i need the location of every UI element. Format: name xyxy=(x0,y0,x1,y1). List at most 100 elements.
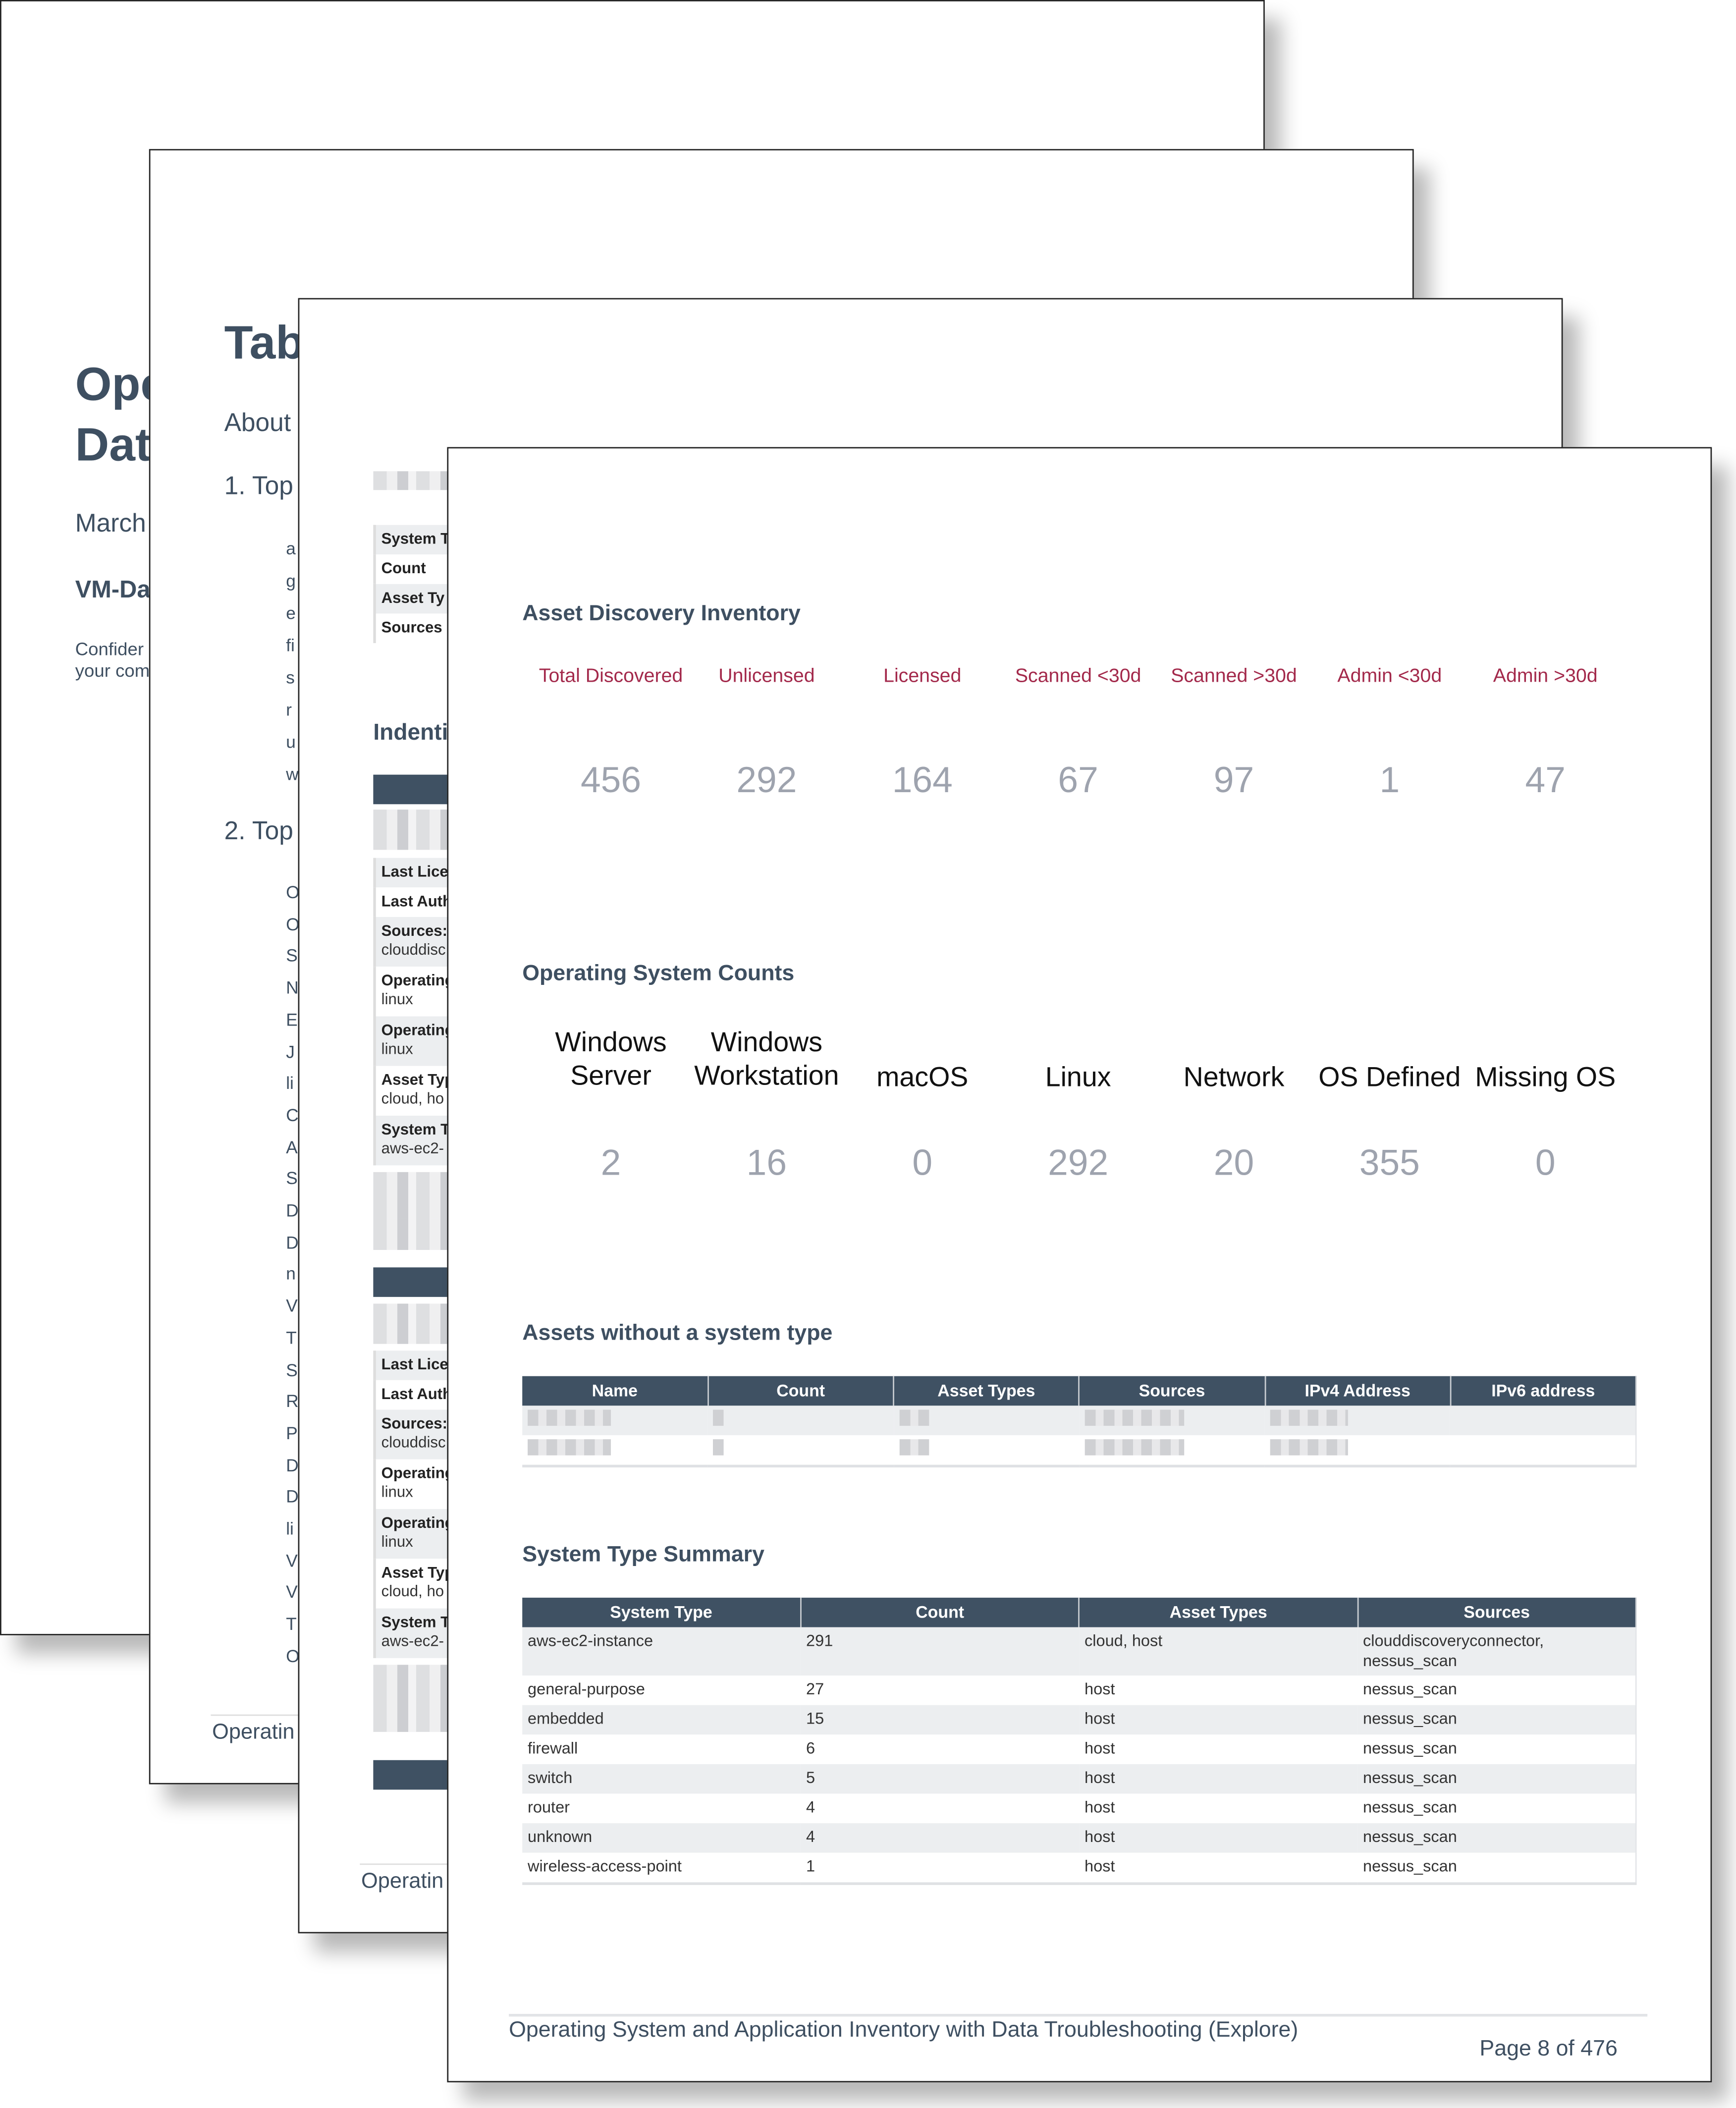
table-cell: general-purpose xyxy=(522,1676,801,1705)
toc-entry[interactable]: w xyxy=(286,763,299,784)
toc-entry[interactable]: C xyxy=(286,1105,299,1125)
os-label: Linux xyxy=(1045,1062,1111,1093)
os-label: macOS xyxy=(876,1062,969,1093)
table-cell: host xyxy=(1079,1823,1358,1853)
toc-entry[interactable]: S xyxy=(286,945,298,966)
toc-entry[interactable]: D xyxy=(286,1455,299,1475)
toc-entry[interactable]: n xyxy=(286,1264,296,1284)
field-key: Asset Typ xyxy=(381,1073,454,1089)
toc-entry[interactable]: li xyxy=(286,1518,294,1539)
toc-entry[interactable]: S xyxy=(286,1359,298,1380)
toc-entry[interactable]: fi xyxy=(286,635,295,655)
field-key: Sources: xyxy=(381,923,448,940)
table-cell: host xyxy=(1079,1852,1358,1884)
toc-entry[interactable]: O xyxy=(286,882,300,903)
toc-entry[interactable]: S xyxy=(286,1168,298,1189)
toc-entry[interactable]: N xyxy=(286,977,299,998)
toc-entry[interactable]: g xyxy=(286,570,296,591)
column-header[interactable]: Count xyxy=(801,1597,1080,1627)
column-header[interactable]: Asset Types xyxy=(893,1376,1080,1406)
toc-about[interactable]: About xyxy=(224,409,291,438)
field-key: Last Lice xyxy=(381,1357,448,1374)
table-cell: host xyxy=(1079,1793,1358,1824)
column-header[interactable]: Name xyxy=(522,1376,709,1406)
tile-label: Admin >30d xyxy=(1493,666,1598,688)
table-cell: nessus_scan xyxy=(1357,1823,1636,1853)
column-header[interactable]: IPv4 Address xyxy=(1264,1376,1451,1406)
toc-entry[interactable]: V xyxy=(286,1296,298,1316)
column-header[interactable]: Sources xyxy=(1357,1597,1637,1627)
table-cell: 27 xyxy=(801,1676,1080,1705)
table-cell: host xyxy=(1079,1705,1358,1735)
toc-entry[interactable]: O xyxy=(286,1645,300,1666)
footer-page-number: Page 8 of 476 xyxy=(1479,2037,1618,2061)
toc-entry[interactable]: J xyxy=(286,1041,295,1062)
toc-entry[interactable]: V xyxy=(286,1582,298,1603)
redacted-block xyxy=(899,1409,928,1426)
toc-entry[interactable]: s xyxy=(286,667,295,688)
toc-entry[interactable]: D xyxy=(286,1232,299,1252)
table-cell: host xyxy=(1079,1676,1358,1705)
column-header[interactable]: System Type xyxy=(522,1597,802,1627)
field-value: cloud, ho xyxy=(381,1091,444,1108)
toc-entry[interactable]: e xyxy=(286,602,296,623)
toc-entry[interactable]: T xyxy=(286,1614,297,1634)
system-type-summary-title: System Type Summary xyxy=(522,1542,764,1567)
table-cell: nessus_scan xyxy=(1357,1852,1636,1884)
redacted-block xyxy=(373,1665,454,1732)
toc-footer: Operatin xyxy=(212,1721,295,1744)
table-row: router 4 host nessus_scan xyxy=(522,1793,1636,1824)
field-key: Operating xyxy=(381,1515,454,1532)
toc-entry[interactable]: V xyxy=(286,1550,298,1570)
field-key: System T xyxy=(381,1122,450,1139)
os-value: 0 xyxy=(912,1142,933,1183)
table-cell: clouddiscoveryconnector, nessus_scan xyxy=(1357,1627,1636,1676)
column-header[interactable]: IPv6 address xyxy=(1450,1376,1637,1406)
toc-entry[interactable]: a xyxy=(286,538,296,559)
toc-entry[interactable]: P xyxy=(286,1423,298,1443)
field-value: clouddisc xyxy=(381,942,446,959)
table-header-bar xyxy=(373,774,454,805)
redacted-block xyxy=(1085,1409,1184,1426)
tile-value: 67 xyxy=(1058,759,1098,801)
redacted-block xyxy=(1085,1439,1184,1456)
os-value: 20 xyxy=(1213,1142,1254,1183)
toc-section-2[interactable]: 2. Top xyxy=(224,817,293,846)
record-field: Asset Typ cloud, ho xyxy=(373,1559,481,1609)
toc-entry[interactable]: A xyxy=(286,1136,298,1157)
table-row: wireless-access-point 1 host nessus_scan xyxy=(522,1852,1636,1884)
column-header[interactable]: Asset Types xyxy=(1079,1597,1358,1627)
no-system-type-table: Name Count Asset Types Sources IPv4 Address I… xyxy=(522,1376,1637,1468)
toc-entry[interactable]: D xyxy=(286,1200,299,1221)
toc-entry[interactable]: r xyxy=(286,699,292,720)
field-key: Sources: xyxy=(381,1416,448,1433)
table-cell: 4 xyxy=(801,1793,1080,1824)
table-cell: wireless-access-point xyxy=(522,1852,801,1884)
field-key: Last Auth xyxy=(381,1387,452,1403)
toc-entry[interactable]: D xyxy=(286,1486,299,1507)
toc-section-1[interactable]: 1. Top xyxy=(224,472,293,501)
field-value: linux xyxy=(381,1485,413,1501)
field-value: linux xyxy=(381,1534,413,1551)
toc-entry[interactable]: E xyxy=(286,1009,298,1030)
cover-subtitle: VM-Da xyxy=(75,576,151,603)
redacted-block xyxy=(528,1409,611,1426)
os-label: OS Defined xyxy=(1318,1062,1461,1093)
field-key: System T xyxy=(381,1615,450,1631)
os-counts-title: Operating System Counts xyxy=(522,961,795,986)
column-header[interactable]: Count xyxy=(707,1376,894,1406)
os-label: Missing OS xyxy=(1475,1062,1616,1093)
redacted-block xyxy=(1270,1409,1348,1426)
tile-label: Admin <30d xyxy=(1337,666,1442,688)
column-header[interactable]: Sources xyxy=(1079,1376,1266,1406)
toc-entry[interactable]: T xyxy=(286,1327,297,1348)
table-row: switch 5 host nessus_scan xyxy=(522,1764,1636,1794)
toc-entry[interactable]: u xyxy=(286,731,296,752)
toc-entry[interactable]: O xyxy=(286,914,300,934)
table-row: firewall 6 host nessus_scan xyxy=(522,1734,1636,1764)
os-value: 292 xyxy=(1048,1142,1109,1183)
redacted-block xyxy=(528,1439,611,1456)
toc-entry[interactable]: R xyxy=(286,1391,299,1411)
section-heading: Indenti xyxy=(373,719,448,746)
toc-entry[interactable]: li xyxy=(286,1073,294,1093)
